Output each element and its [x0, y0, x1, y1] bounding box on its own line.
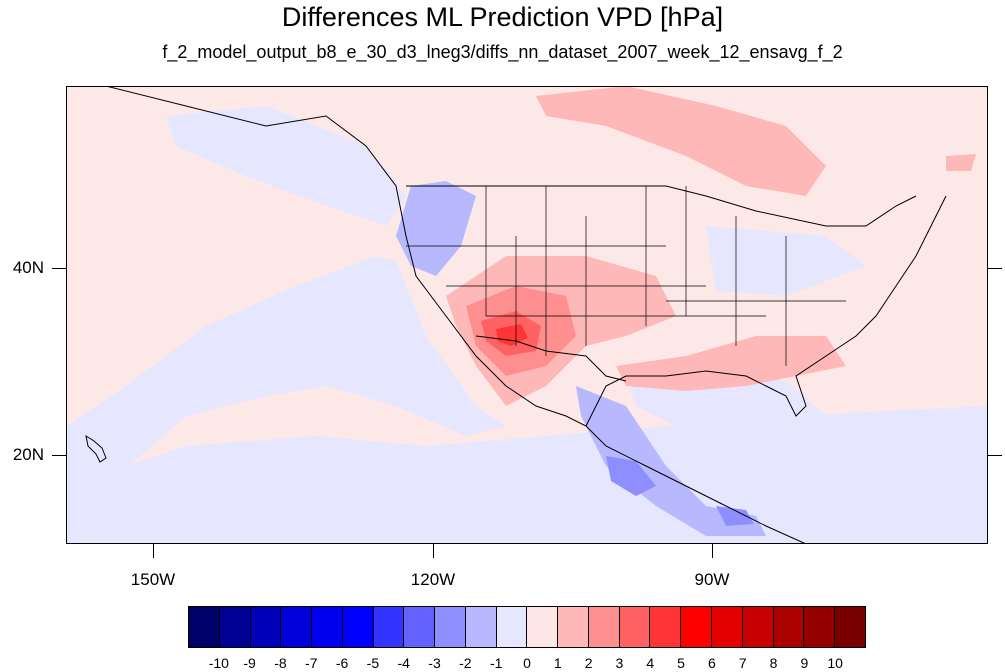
negative-core-mexico	[606, 456, 656, 496]
colorbar-swatch	[527, 607, 559, 647]
state-borders	[406, 186, 846, 366]
negative-region-south	[66, 406, 988, 544]
colorbar-label: -3	[428, 655, 441, 671]
colorbar	[188, 606, 866, 648]
colorbar-swatch	[742, 607, 774, 647]
colorbar-label: 8	[769, 655, 778, 671]
colorbar-label: -4	[397, 655, 410, 671]
lat-label-20n: 20N	[12, 445, 44, 464]
lon-tick-120w	[433, 544, 434, 558]
colorbar-label: -10	[208, 655, 229, 671]
colorbar-swatch	[342, 607, 374, 647]
colorbar-label: 9	[800, 655, 809, 671]
map-panel	[66, 86, 988, 544]
negative-region-central-america	[576, 386, 766, 536]
positive-region-canada	[536, 86, 826, 196]
negative-region-pacific	[66, 256, 506, 496]
negative-core-guatemala	[716, 506, 754, 526]
positive-region-east-pacific	[946, 154, 976, 171]
colorbar-label: 7	[738, 655, 747, 671]
colorbar-label: 10	[827, 655, 843, 671]
colorbar-label: -2	[459, 655, 472, 671]
colorbar-label: 1	[553, 655, 562, 671]
positive-region-southeast	[616, 336, 846, 391]
colorbar-swatch	[496, 607, 528, 647]
lat-tick-20n-left	[52, 455, 66, 456]
colorbar-swatch	[281, 607, 313, 647]
colorbar-swatch	[465, 607, 497, 647]
colorbar-label: -7	[305, 655, 318, 671]
lat-tick-40n-right	[988, 268, 1002, 269]
lat-label-40n: 40N	[12, 258, 44, 277]
colorbar-label: 5	[677, 655, 685, 671]
negative-region-north-pacific	[166, 106, 406, 226]
colorbar-swatch	[404, 607, 436, 647]
difference-field	[66, 86, 988, 544]
negative-region-northwest	[396, 181, 476, 276]
colorbar-swatch	[804, 607, 836, 647]
colorbar-swatch	[373, 607, 405, 647]
colorbar-label: 4	[646, 655, 655, 671]
lon-label-150w: 150W	[130, 570, 176, 589]
colorbar-swatch	[219, 607, 251, 647]
map-subtitle: f_2_model_output_b8_e_30_d3_lneg3/diffs_…	[162, 42, 843, 62]
colorbar-label: -1	[489, 655, 503, 671]
us-canada-border	[406, 185, 917, 227]
colorbar-label: -8	[274, 655, 287, 671]
colorbar-swatch	[619, 607, 651, 647]
lon-tick-90w	[712, 544, 713, 558]
colorbar-label: -6	[335, 655, 349, 671]
colorbar-label: -9	[243, 655, 256, 671]
colorbar-label: 6	[708, 655, 716, 671]
positive-core-arizona-peak	[496, 324, 528, 346]
colorbar-swatch	[435, 607, 466, 647]
lon-label-90w: 90W	[694, 570, 730, 589]
lon-label-120w: 120W	[410, 570, 456, 589]
lat-tick-40n-left	[52, 268, 66, 269]
island-hawaii	[85, 434, 107, 463]
colorbar-swatch	[835, 607, 865, 647]
colorbar-label: 0	[523, 655, 531, 671]
colorbar-swatch	[189, 607, 220, 647]
colorbar-label: 2	[584, 655, 593, 671]
us-mexico-border	[475, 335, 627, 382]
lat-tick-20n-right	[988, 455, 1002, 456]
lon-tick-150w	[153, 544, 154, 558]
colorbar-swatch	[558, 607, 589, 647]
colorbar-swatch	[681, 607, 713, 647]
colorbar-swatch	[773, 607, 805, 647]
colorbar-swatch	[250, 607, 282, 647]
map-title: Differences ML Prediction VPD [hPa]	[281, 2, 724, 32]
colorbar-swatch	[712, 607, 743, 647]
colorbar-label: -5	[366, 655, 380, 671]
colorbar-swatch	[312, 607, 343, 647]
colorbar-swatch	[650, 607, 682, 647]
coastline-north-america	[105, 86, 947, 544]
colorbar-swatch	[588, 607, 620, 647]
colorbar-label: 3	[615, 655, 624, 671]
